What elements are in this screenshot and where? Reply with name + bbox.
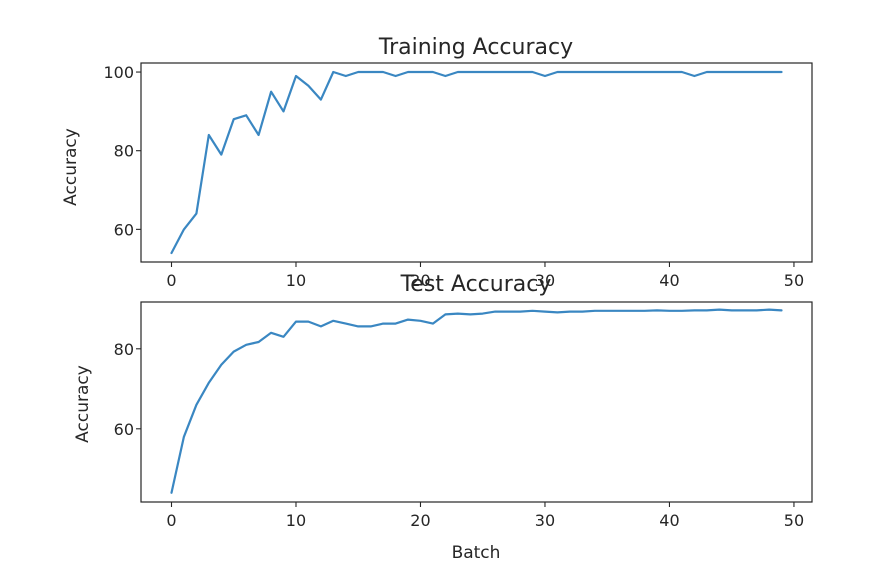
plot-frame bbox=[140, 301, 813, 503]
x-tick-label: 30 bbox=[535, 511, 555, 530]
y-tick-label: 60 bbox=[114, 220, 134, 239]
x-tick-label: 0 bbox=[166, 271, 176, 290]
x-tick-label: 40 bbox=[659, 271, 679, 290]
series-line bbox=[170, 308, 783, 494]
test-accuracy-chart: Test Accuracy Accuracy Batch 0 10 20 30 40 50… bbox=[73, 272, 813, 563]
y-tick-label: 80 bbox=[114, 142, 134, 161]
y-axis-label: Accuracy bbox=[73, 365, 93, 443]
series-line bbox=[170, 70, 783, 255]
training-accuracy-chart: Training Accuracy Accuracy 0 10 20 30 40 50 60… bbox=[61, 35, 813, 290]
x-tick-label: 10 bbox=[286, 271, 306, 290]
x-tick-label: 50 bbox=[784, 271, 804, 290]
plot-frame bbox=[140, 62, 813, 263]
x-tick-label: 30 bbox=[535, 271, 555, 290]
x-tick-label: 20 bbox=[410, 271, 430, 290]
chart-title: Test Accuracy bbox=[400, 272, 552, 297]
x-tick-label: 10 bbox=[286, 511, 306, 530]
x-axis-label: Batch bbox=[452, 543, 501, 563]
x-tick-label: 20 bbox=[410, 511, 430, 530]
y-tick-label: 60 bbox=[114, 420, 134, 439]
x-tick-label: 0 bbox=[166, 511, 176, 530]
axis-ticks: 0 10 20 30 40 50 60 80 100 bbox=[103, 63, 804, 290]
chart-title: Training Accuracy bbox=[378, 35, 573, 60]
x-tick-label: 40 bbox=[659, 511, 679, 530]
y-tick-label: 80 bbox=[114, 340, 134, 359]
x-tick-label: 50 bbox=[784, 511, 804, 530]
y-axis-label: Accuracy bbox=[61, 128, 81, 206]
y-tick-label: 100 bbox=[103, 63, 134, 82]
axis-ticks: 0 10 20 30 40 50 60 80 bbox=[114, 340, 804, 530]
